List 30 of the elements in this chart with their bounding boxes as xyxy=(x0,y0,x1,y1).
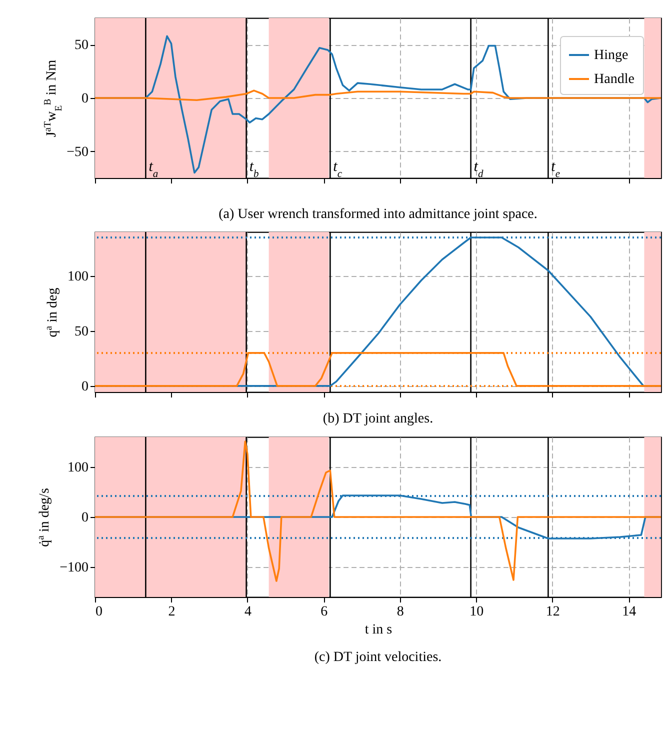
y-tick-label: 50 xyxy=(74,324,88,340)
line-series xyxy=(95,90,661,102)
legend-label: Hinge xyxy=(594,48,628,63)
y-tick-label: −50 xyxy=(66,144,88,160)
x-tick-label: 2 xyxy=(168,604,176,620)
ref-line-label: t$_{a}$ xyxy=(148,159,158,180)
ref-line-label: t$_{b}$ xyxy=(249,159,259,180)
x-tick-label: 10 xyxy=(470,604,484,620)
x-tick-label: 0 xyxy=(96,604,102,620)
y-tick-label: 0 xyxy=(82,510,88,526)
ref-line-label: t$_{c}$ xyxy=(333,159,342,180)
ref-line-label: t$_{e}$ xyxy=(551,159,560,180)
line-series xyxy=(95,440,661,582)
x-tick-label: 6 xyxy=(320,604,328,620)
ref-line-label: t$_{d}$ xyxy=(474,159,484,180)
x-tick-label: 4 xyxy=(244,604,252,620)
text: (a) User wrench transformed into admittance joint space. xyxy=(218,206,538,222)
y-tick-label: −100 xyxy=(60,560,88,576)
y-tick-label: 50 xyxy=(74,38,88,54)
x-tick-label: 14 xyxy=(622,604,636,620)
y-tick-label: 0 xyxy=(82,92,88,106)
x-tick-label: 8 xyxy=(396,604,404,620)
y-tick-label: 100 xyxy=(68,269,88,284)
text: (b) DT joint angles. xyxy=(322,412,434,426)
y-tick-label: 100 xyxy=(68,460,88,476)
y-tick-label: 0 xyxy=(82,379,88,394)
x-axis-title: t in s xyxy=(364,622,392,638)
text: (c) DT joint velocities. xyxy=(314,650,442,665)
x-tick-label: 12 xyxy=(546,604,560,620)
legend-label: Handle xyxy=(594,72,634,87)
